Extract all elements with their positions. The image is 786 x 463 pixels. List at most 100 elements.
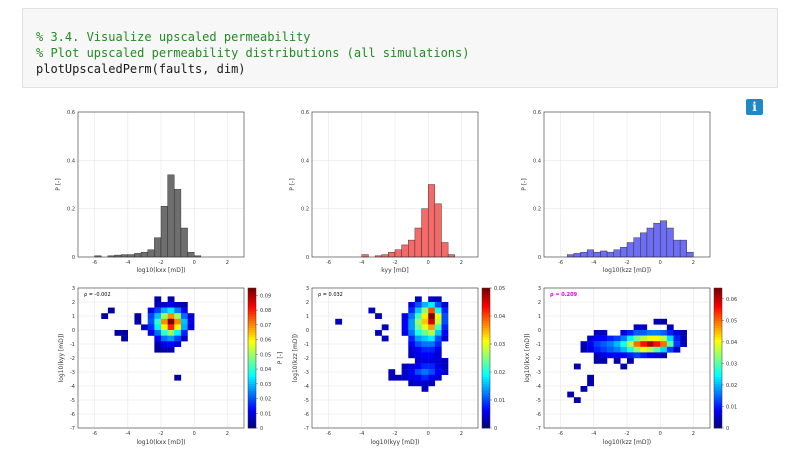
colorbar-segment (482, 353, 490, 357)
colorbar-segment (714, 295, 722, 298)
colorbar-segment (248, 297, 256, 301)
heatmap-cell (421, 352, 429, 359)
heatmap-cell (134, 313, 142, 319)
x-tick-label: -6 (92, 431, 97, 437)
histogram-bar (580, 251, 588, 258)
heatmap-cell (408, 352, 416, 359)
heatmap-cell (613, 346, 621, 353)
heatmap-cell (414, 324, 422, 331)
y-tick-label: 1 (538, 314, 541, 320)
heatmap-cell (167, 307, 175, 314)
colorbar-segment (248, 425, 256, 429)
y-tick-label: -2 (536, 356, 541, 362)
heatmap-cell (161, 302, 168, 308)
heatmap-cell (593, 352, 601, 359)
info-button[interactable]: i (746, 99, 763, 115)
x-tick-label: 0 (427, 260, 430, 266)
colorbar-segment (714, 334, 722, 338)
histogram-bar (147, 249, 155, 258)
heatmap-cell (441, 363, 449, 370)
heatmap-cell (388, 374, 396, 381)
heatmap-cell (180, 313, 188, 319)
heatmap-cell (180, 302, 188, 308)
colorbar-segment (482, 365, 490, 368)
colorbar-segment (714, 367, 722, 371)
colorbar-segment (482, 341, 490, 345)
colorbar-segment (714, 423, 722, 427)
colorbar-tick-label: 0.08 (260, 308, 271, 314)
x-tick-label: 0 (659, 431, 662, 437)
colorbar-segment (248, 302, 256, 305)
heatmap-cell (161, 330, 168, 336)
colorbar-segment (248, 330, 256, 333)
histogram-bar (646, 227, 654, 258)
y-tick-label: 0.2 (67, 207, 75, 213)
y-axis-label: log10(kyy [mD]) (58, 334, 65, 383)
colorbar-tick-label: 0.06 (726, 297, 737, 303)
heatmap-cell (121, 330, 128, 336)
y-tick-label: 0 (306, 328, 309, 334)
heatmap-cell (414, 374, 422, 381)
histogram-bar (394, 249, 402, 258)
y-tick-label: -7 (70, 426, 75, 432)
heatmap-cell (660, 341, 668, 347)
heatmap-cell (673, 335, 681, 342)
colorbar-segment (248, 372, 256, 375)
heatmap-cell (620, 341, 628, 347)
heatmap-cell (434, 352, 442, 359)
colorbar-segment (248, 416, 256, 420)
x-axis-label: log10(kzz [mD]) (603, 267, 651, 274)
histogram-bar (120, 254, 129, 258)
heatmap-cell (428, 363, 436, 370)
colorbar-segment (714, 411, 722, 415)
heatmap-cell (381, 324, 389, 331)
heatmap-cell (593, 341, 601, 347)
colorbar-segment (482, 313, 490, 317)
heatmap-cell (428, 324, 436, 331)
heatmap-cell (434, 363, 442, 370)
heatmap-cell (381, 335, 389, 342)
colorbar-segment (714, 320, 722, 324)
heatmap-cell (587, 341, 594, 347)
colorbar-segment (482, 320, 490, 324)
colorbar-segment (248, 388, 256, 392)
colorbar-segment (482, 323, 490, 326)
colorbar-segment (482, 390, 490, 394)
heatmap-cell (401, 374, 409, 381)
histogram-bar (434, 203, 442, 258)
colorbar-segment (248, 393, 256, 396)
heatmap-cell (660, 330, 668, 336)
y-tick-label: 0.6 (67, 110, 75, 116)
colorbar-segment (248, 407, 256, 410)
heatmap-cell (187, 318, 195, 325)
colorbar-segment (248, 381, 256, 385)
heatmap-cell (600, 335, 608, 342)
heatmap-cell (434, 313, 442, 319)
heatmap-cell (646, 346, 654, 353)
heatmap-cell (434, 346, 442, 353)
y-tick-label: 0.2 (301, 207, 309, 213)
heatmap-cell (428, 313, 436, 319)
colorbar-segment (714, 348, 722, 352)
colorbar-frame (481, 287, 491, 429)
code-cell[interactable]: % 3.4. Visualize upscaled permeability % … (22, 8, 778, 88)
heatmap-cell (640, 352, 648, 359)
colorbar-segment (714, 306, 722, 310)
colorbar-segment (714, 351, 722, 354)
colorbar-tick-label: 0.01 (494, 398, 505, 404)
colorbar-segment (482, 421, 490, 424)
heatmap-cell (627, 346, 634, 353)
heatmap-cell (401, 369, 409, 375)
colorbar-segment (714, 325, 722, 329)
x-tick-label: -4 (125, 260, 130, 266)
heatmap-cell (414, 352, 422, 359)
axes-box (311, 111, 479, 258)
heatmap-cell (421, 307, 429, 314)
colorbar-segment (482, 309, 490, 312)
colorbar-segment (714, 416, 722, 420)
heatmap-cell (428, 318, 436, 325)
heatmap-cell (408, 330, 416, 336)
colorbar-segment (714, 374, 722, 378)
colorbar-segment (482, 404, 490, 408)
colorbar-segment (482, 367, 490, 371)
